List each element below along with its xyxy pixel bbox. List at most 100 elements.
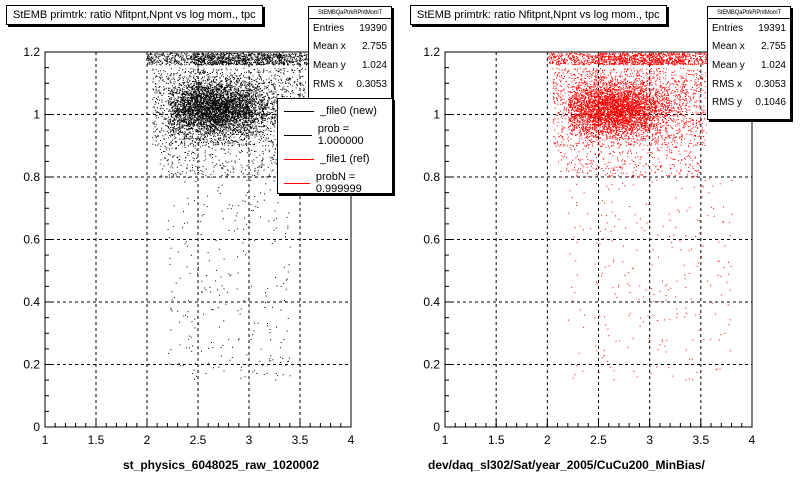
data-point [261,138,262,140]
data-point [204,87,206,89]
data-point [198,103,200,105]
data-point [206,115,207,117]
data-point [184,109,186,111]
data-point [173,118,175,120]
data-point [255,80,257,82]
data-point [156,115,158,117]
data-point [256,125,258,127]
data-point [230,111,231,113]
data-point [220,84,222,86]
data-point [266,113,268,114]
data-point [227,79,228,81]
data-point [256,127,258,129]
data-point [223,128,225,130]
data-point [235,141,237,143]
data-point [217,90,219,92]
data-point [155,130,157,132]
data-point [188,110,190,112]
data-point [226,127,228,129]
data-point [156,129,158,130]
data-point [212,81,214,83]
data-point [198,86,200,88]
data-point [202,79,204,81]
data-point [249,90,251,92]
data-point [183,120,185,121]
data-point [221,118,223,120]
data-point [198,82,200,84]
data-point [210,141,212,143]
data-point [271,116,273,118]
data-point [218,102,220,104]
data-point [251,83,253,85]
data-point [227,75,229,77]
data-point [244,119,246,121]
data-point [199,110,201,112]
data-point [292,70,293,72]
data-point [203,100,205,102]
data-point [223,90,225,92]
data-point [207,109,209,111]
data-point [255,94,256,96]
data-point [264,106,266,108]
data-point [257,131,259,133]
data-point [182,76,184,78]
data-point [218,119,220,121]
data-point [166,87,167,89]
data-point [179,67,181,69]
data-point [217,134,219,136]
data-point [206,92,208,94]
data-point [260,126,262,128]
data-point [229,102,231,104]
data-point [216,71,218,73]
data-point [208,104,210,106]
data-point [193,112,195,114]
data-point [180,103,182,105]
data-point [256,109,258,111]
data-point [222,95,224,97]
data-point [198,127,200,129]
data-point [249,81,250,83]
data-point [230,139,232,141]
data-point [255,105,257,107]
data-point [237,117,239,119]
data-point [205,89,207,91]
data-point [188,121,190,123]
data-point [162,79,164,81]
data-point [219,106,221,108]
data-point [199,71,201,73]
data-point [173,93,175,95]
data-point [184,114,186,116]
data-point [208,79,210,81]
data-point [158,112,160,114]
data-point [217,128,218,130]
data-point [190,127,192,128]
data-point [185,109,187,111]
data-point [254,123,256,125]
data-point [211,100,213,102]
data-point [220,80,222,82]
data-point [208,118,210,120]
data-point [194,125,196,127]
data-point [188,128,190,130]
data-point [213,119,215,121]
data-point [193,80,194,82]
data-point [264,99,265,101]
data-point [212,130,214,132]
data-point [269,98,271,100]
data-point [258,91,260,93]
data-point [259,139,261,141]
data-point [152,78,154,80]
data-point [226,91,228,93]
data-point [238,75,240,77]
data-point [172,116,174,118]
data-point [173,104,175,106]
data-point [206,114,208,116]
data-point [248,111,250,113]
data-point [196,96,198,98]
data-point [204,108,206,110]
data-point [225,119,227,121]
data-point [250,122,252,124]
data-point [236,91,238,93]
data-point [233,136,235,138]
data-point [206,111,208,112]
